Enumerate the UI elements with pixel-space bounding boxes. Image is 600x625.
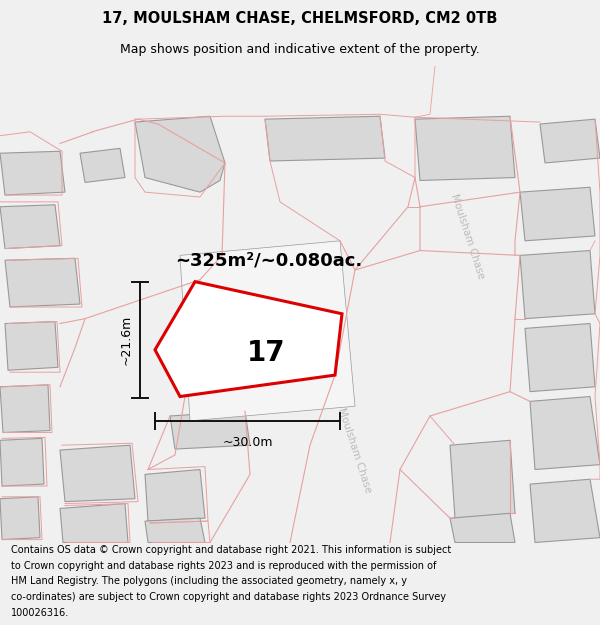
- Polygon shape: [265, 116, 385, 161]
- Polygon shape: [520, 251, 595, 319]
- Text: 100026316.: 100026316.: [11, 608, 69, 618]
- Text: Contains OS data © Crown copyright and database right 2021. This information is : Contains OS data © Crown copyright and d…: [11, 545, 451, 555]
- Polygon shape: [60, 445, 135, 502]
- Text: 17, MOULSHAM CHASE, CHELMSFORD, CM2 0TB: 17, MOULSHAM CHASE, CHELMSFORD, CM2 0TB: [103, 11, 497, 26]
- Polygon shape: [155, 282, 342, 396]
- Polygon shape: [0, 205, 60, 249]
- Text: Moulsham Chase: Moulsham Chase: [337, 406, 374, 494]
- Text: 17: 17: [247, 339, 286, 367]
- Polygon shape: [415, 116, 515, 181]
- Polygon shape: [450, 513, 515, 542]
- Polygon shape: [0, 438, 44, 486]
- Text: ~30.0m: ~30.0m: [222, 436, 273, 449]
- Polygon shape: [170, 411, 250, 449]
- Polygon shape: [180, 241, 355, 421]
- Polygon shape: [135, 116, 225, 192]
- Polygon shape: [520, 188, 595, 241]
- Polygon shape: [60, 504, 128, 542]
- Polygon shape: [0, 385, 50, 432]
- Polygon shape: [5, 322, 58, 370]
- Polygon shape: [540, 119, 600, 163]
- Text: to Crown copyright and database rights 2023 and is reproduced with the permissio: to Crown copyright and database rights 2…: [11, 561, 436, 571]
- Polygon shape: [450, 441, 515, 518]
- Polygon shape: [80, 148, 125, 182]
- Text: co-ordinates) are subject to Crown copyright and database rights 2023 Ordnance S: co-ordinates) are subject to Crown copyr…: [11, 592, 446, 602]
- Text: Map shows position and indicative extent of the property.: Map shows position and indicative extent…: [120, 42, 480, 56]
- Polygon shape: [0, 497, 40, 539]
- Polygon shape: [5, 258, 80, 307]
- Polygon shape: [145, 518, 205, 542]
- Polygon shape: [145, 469, 205, 521]
- Text: Moulsham Chase: Moulsham Chase: [449, 192, 487, 280]
- Polygon shape: [530, 479, 600, 542]
- Polygon shape: [530, 396, 600, 469]
- Polygon shape: [0, 151, 65, 195]
- Polygon shape: [525, 324, 595, 392]
- Text: ~21.6m: ~21.6m: [119, 315, 133, 365]
- Text: ~325m²/~0.080ac.: ~325m²/~0.080ac.: [175, 251, 362, 269]
- Text: HM Land Registry. The polygons (including the associated geometry, namely x, y: HM Land Registry. The polygons (includin…: [11, 576, 407, 586]
